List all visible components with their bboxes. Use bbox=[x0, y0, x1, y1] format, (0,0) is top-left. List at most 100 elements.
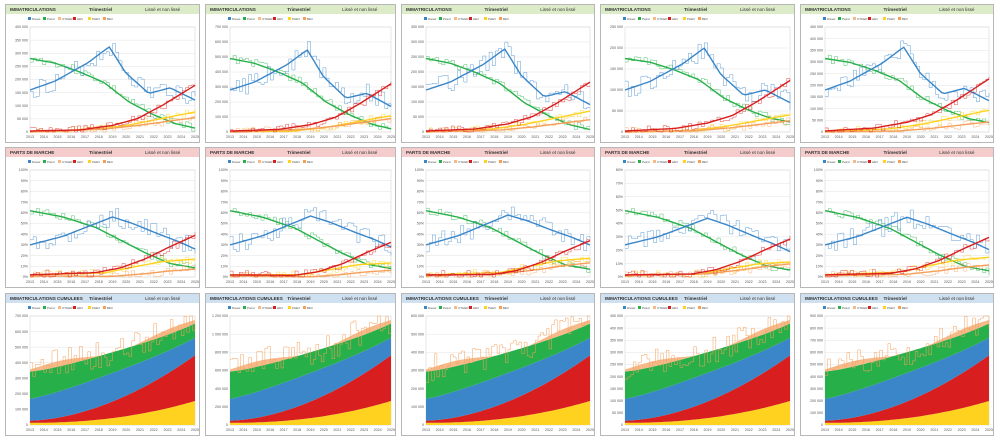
x-tick-label: 2020 bbox=[717, 135, 725, 139]
legend: Diesel Petrol OTHER HEV PHEV BEV bbox=[823, 17, 908, 21]
legend-swatch-other bbox=[58, 306, 61, 309]
x-tick-label: 2025 bbox=[191, 280, 199, 284]
legend-label-other: OTHER bbox=[657, 160, 668, 164]
legend-swatch-bev bbox=[303, 160, 306, 163]
y-tick-label: 50 000 bbox=[413, 115, 424, 119]
series-raw-bev bbox=[230, 116, 392, 133]
y-tick-label: 50% bbox=[221, 222, 229, 226]
x-tick-label: 2023 bbox=[164, 135, 172, 139]
legend-swatch-hev bbox=[73, 160, 76, 163]
y-tick-label: 600 000 bbox=[215, 369, 228, 373]
y-tick-label: 200 000 bbox=[215, 100, 228, 104]
legend-label-hev: HEV bbox=[872, 160, 878, 164]
y-tick-label: 10% bbox=[616, 262, 624, 266]
y-tick-label: 200 000 bbox=[610, 375, 623, 379]
x-tick-label: 2017 bbox=[477, 428, 485, 432]
legend-label-bev: BEV bbox=[307, 160, 313, 164]
x-tick-label: 2024 bbox=[177, 135, 185, 139]
x-tick-label: 2018 bbox=[889, 428, 897, 432]
y-tick-label: 200 000 bbox=[411, 387, 424, 391]
series-line-petrol bbox=[425, 57, 591, 131]
x-tick-label: 2023 bbox=[559, 428, 567, 432]
series-raw-diesel bbox=[825, 40, 990, 103]
y-tick-label: 20% bbox=[21, 254, 29, 258]
series-raw-petrol bbox=[426, 56, 591, 130]
y-tick-label: 250 000 bbox=[810, 72, 823, 76]
y-tick-label: 90% bbox=[816, 179, 824, 183]
panel-title: IMMATRICULATIONS CUMULEES bbox=[605, 295, 678, 301]
legend-label-phev: PHEV bbox=[488, 160, 496, 164]
legend-swatch-bev bbox=[898, 17, 901, 20]
y-tick-label: 80% bbox=[417, 190, 425, 194]
x-tick-label: 2014 bbox=[40, 135, 48, 139]
legend-label-hev: HEV bbox=[277, 306, 283, 310]
legend-swatch-bev bbox=[499, 17, 502, 20]
legend-label-bev: BEV bbox=[902, 306, 908, 310]
legend-swatch-bev bbox=[103, 306, 106, 309]
panel-mode: Lissé et non lissé bbox=[540, 149, 576, 155]
panel-mode: Lissé et non lissé bbox=[939, 295, 975, 301]
x-tick-label: 2020 bbox=[518, 428, 526, 432]
legend: Diesel Petrol OTHER HEV PHEV BEV bbox=[28, 160, 113, 164]
legend-label-other: OTHER bbox=[262, 17, 273, 21]
legend-label-other: OTHER bbox=[458, 306, 469, 310]
x-tick-label: 2015 bbox=[253, 280, 261, 284]
x-tick-label: 2015 bbox=[649, 280, 657, 284]
panel-period: Trimestriel bbox=[88, 295, 113, 301]
series-line-petrol bbox=[824, 57, 990, 124]
y-tick-label: 80% bbox=[221, 190, 229, 194]
legend-label-phev: PHEV bbox=[687, 160, 695, 164]
series-line-hev bbox=[229, 83, 392, 132]
x-tick-label: 2018 bbox=[293, 135, 301, 139]
panel-header: PARTS DE MARCHE Trimestriel Lissé et non l… bbox=[6, 148, 199, 157]
legend-label-diesel: Diesel bbox=[32, 160, 41, 164]
x-tick-label: 2018 bbox=[690, 428, 698, 432]
plot-area bbox=[624, 169, 791, 278]
x-tick-label: 2024 bbox=[971, 428, 979, 432]
area-hev bbox=[625, 355, 790, 423]
legend-label-phev: PHEV bbox=[292, 306, 300, 310]
panel-period: Trimestriel bbox=[484, 295, 508, 301]
x-tick-label: 2017 bbox=[477, 135, 485, 139]
y-tick-label: 0 bbox=[422, 423, 424, 427]
y-tick-label: 50% bbox=[417, 222, 425, 226]
y-tick-label: 300 000 bbox=[15, 51, 28, 55]
legend-label-diesel: Diesel bbox=[627, 160, 636, 164]
legend-swatch-diesel bbox=[623, 160, 626, 163]
x-tick-label: 2025 bbox=[586, 428, 594, 432]
y-tick-label: 450 000 bbox=[610, 314, 623, 318]
legend: Diesel Petrol OTHER HEV PHEV BEV bbox=[28, 17, 113, 21]
legend-swatch-hev bbox=[273, 160, 276, 163]
y-tick-label: 100 000 bbox=[215, 115, 228, 119]
x-tick-label: 2018 bbox=[490, 428, 498, 432]
legend-label-other: OTHER bbox=[657, 17, 668, 21]
x-tick-label: 2019 bbox=[704, 135, 712, 139]
y-tick-label: 100 000 bbox=[15, 408, 28, 412]
legend-swatch-diesel bbox=[424, 17, 427, 20]
legend-label-hev: HEV bbox=[672, 306, 678, 310]
y-tick-label: 60% bbox=[21, 211, 29, 215]
x-tick-label: 2021 bbox=[333, 135, 341, 139]
legend-label-diesel: Diesel bbox=[32, 17, 41, 21]
legend-swatch-bev bbox=[103, 160, 106, 163]
x-tick-label: 2016 bbox=[662, 135, 670, 139]
x-tick-label: 2025 bbox=[387, 428, 395, 432]
y-tick-label: 40% bbox=[816, 232, 824, 236]
chart-svg: Diesel Petrol OTHER HEV PHEV BEV 80% 70% 60% 50% 4… bbox=[616, 160, 794, 284]
legend-swatch-hev bbox=[868, 17, 871, 20]
y-tick-label: 20% bbox=[417, 254, 425, 258]
y-tick-label: 700 000 bbox=[810, 338, 823, 342]
legend-swatch-diesel bbox=[28, 17, 31, 20]
legend-label-bev: BEV bbox=[307, 306, 313, 310]
chart-panel-1-1: PARTS DE MARCHE Trimestriel Lissé et non l… bbox=[205, 147, 396, 288]
panel-title: PARTS DE MARCHE bbox=[605, 149, 650, 155]
series-line-hev bbox=[824, 78, 990, 132]
legend-swatch-phev bbox=[288, 160, 291, 163]
x-tick-label: 2022 bbox=[944, 135, 952, 139]
area-diesel bbox=[426, 337, 590, 421]
series-raw-hev bbox=[825, 239, 990, 278]
x-tick-label: 2013 bbox=[26, 280, 34, 284]
x-tick-label: 2015 bbox=[54, 428, 62, 432]
x-tick-label: 2016 bbox=[463, 280, 471, 284]
legend-swatch-bev bbox=[499, 306, 502, 309]
